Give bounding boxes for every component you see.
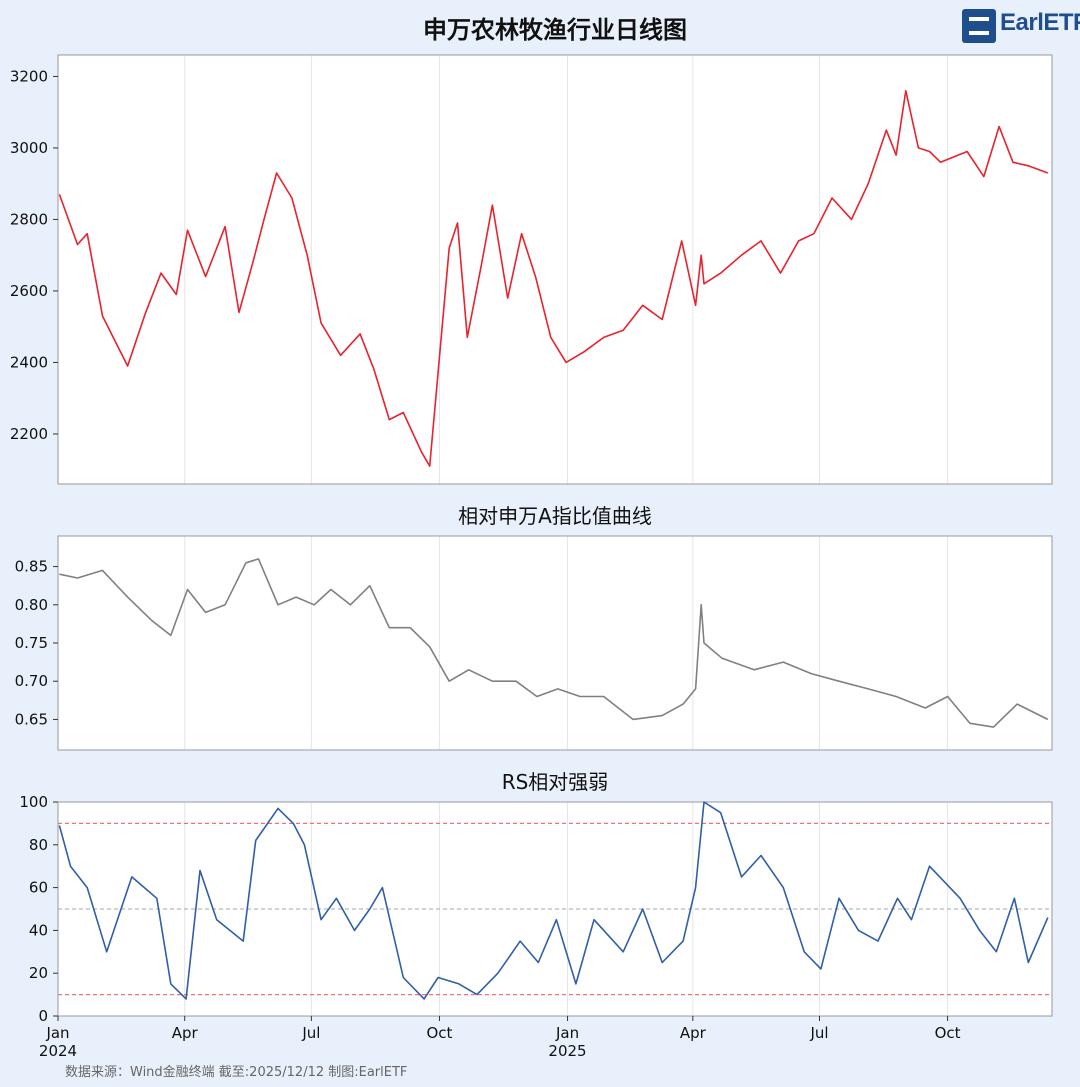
price-y-tick-label: 2200: [10, 425, 48, 443]
ratio-y-tick-label: 0.85: [15, 558, 48, 576]
rs-y-tick-label: 80: [29, 836, 48, 854]
ratio-plot-area: [58, 536, 1052, 750]
price-y-tick-label: 2400: [10, 353, 48, 371]
price-y-tick-label: 2600: [10, 282, 48, 300]
price-y-tick-label: 2800: [10, 210, 48, 228]
logo-text: EarlETF: [1000, 9, 1080, 36]
x-tick-label: Oct: [426, 1024, 452, 1042]
x-tick-label: Jan: [45, 1024, 69, 1042]
x-tick-label: Apr: [172, 1024, 199, 1042]
rs-chart-title: RS相对强弱: [501, 770, 609, 794]
price-y-tick-label: 3200: [10, 67, 48, 85]
rs-y-tick-label: 60: [29, 879, 48, 897]
ratio-series-line: [59, 558, 1049, 728]
rs-frame: [57, 801, 1053, 1017]
ratio-y-tick-label: 0.80: [15, 596, 48, 614]
x-tick-year-label: 2024: [39, 1042, 77, 1060]
rs-y-tick-label: 20: [29, 964, 48, 982]
price-plot-area: [58, 55, 1052, 484]
ratio-chart-title: 相对申万A指比值曲线: [458, 504, 652, 528]
x-tick-label: Jan: [555, 1024, 579, 1042]
ratio-y-tick-label: 0.65: [15, 710, 48, 728]
rs-y-tick-label: 40: [29, 921, 48, 939]
x-tick-label: Jul: [809, 1024, 828, 1042]
ratio-y-tick-label: 0.70: [15, 672, 48, 690]
price-series-line: [58, 90, 1049, 467]
x-tick-label: Oct: [935, 1024, 961, 1042]
x-tick-year-label: 2025: [548, 1042, 586, 1060]
rs-y-tick-label: 100: [19, 793, 48, 811]
price-y-tick-label: 3000: [10, 139, 48, 157]
x-tick-label: Jul: [301, 1024, 320, 1042]
price-frame: [57, 54, 1053, 485]
data-source-footer: 数据来源：Wind金融终端 截至:2025/12/12 制图:EarlETF: [65, 1065, 408, 1080]
x-tick-label: Apr: [680, 1024, 707, 1042]
rs-series-line: [58, 801, 1049, 1000]
logo-mark-icon: [962, 9, 996, 43]
ratio-y-tick-label: 0.75: [15, 634, 48, 652]
rs-y-tick-label: 0: [38, 1007, 48, 1025]
chart-title: 申万农林牧渔行业日线图: [423, 16, 687, 44]
